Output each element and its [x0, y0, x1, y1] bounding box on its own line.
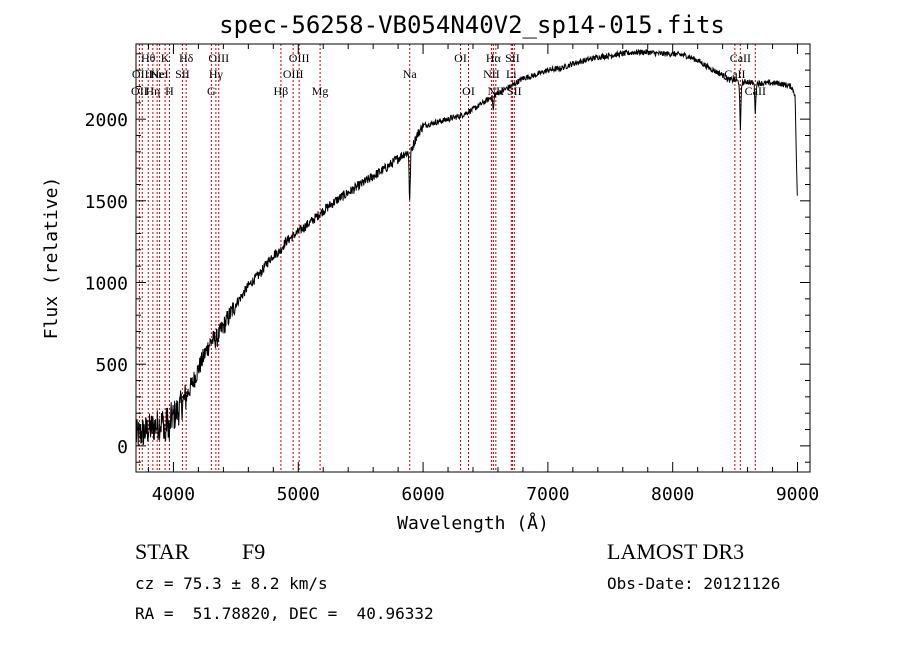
spectral-line-label: SII — [505, 51, 520, 65]
y-tick-label: 500 — [95, 355, 128, 376]
spectral-line-label: Na — [403, 67, 418, 81]
spectral-line-label: NII — [483, 67, 500, 81]
spectral-line-label: Hθ — [141, 51, 156, 65]
object-class: STAR — [135, 539, 190, 564]
spectral-line-label: OIII — [289, 51, 310, 65]
y-axis-title: Flux (relative) — [41, 177, 62, 340]
spectral-line-label: Hα — [486, 51, 502, 65]
spectrum-series-line — [135, 48, 798, 446]
spectral-line-label: SII — [175, 67, 190, 81]
x-tick-label: 8000 — [651, 484, 694, 505]
spectral-line-label: Hγ — [209, 67, 224, 81]
chart-title: spec-56258-VB054N40V2_sp14-015.fits — [219, 11, 725, 39]
spectral-line-label: Hβ — [274, 84, 289, 98]
spectral-line-label: NII — [488, 84, 505, 98]
redshift-velocity: cz = 75.3 ± 8.2 km/s — [135, 574, 328, 593]
spectral-line-label: OII — [131, 84, 148, 98]
spectral-line-label: Hη — [145, 84, 160, 98]
y-axis: 0 500 1000 1500 2000 — [85, 53, 810, 463]
spectral-line-label: CaII — [724, 67, 745, 81]
y-tick-label: 2000 — [85, 110, 128, 131]
spectral-line-label: OIII — [283, 67, 304, 81]
spectral-line-label: CaII — [745, 84, 766, 98]
spectral-line-label: H — [165, 84, 174, 98]
spectral-line-label: Hδ — [179, 51, 194, 65]
spectral-line-label: Ne — [150, 67, 164, 81]
spectral-line-labels: OIIOIIIHθHηNeHeIKHSIIHδGHγOIIIHβOIIIOIII… — [131, 51, 766, 98]
spectral-line-label: Mg — [312, 84, 329, 98]
spectral-line-label: OI — [462, 84, 475, 98]
x-tick-label: 9000 — [776, 484, 819, 505]
spectral-line-label: G — [207, 84, 216, 98]
spectral-line-label: K — [161, 51, 170, 65]
x-tick-label: 4000 — [152, 484, 195, 505]
x-axis-title: Wavelength (Å) — [397, 512, 549, 534]
y-tick-label: 1000 — [85, 274, 128, 295]
survey-name: LAMOST DR3 — [607, 539, 745, 564]
x-axis: 4000 5000 6000 7000 8000 9000 — [147, 44, 819, 505]
x-tick-label: 5000 — [277, 484, 320, 505]
y-tick-label: 0 — [117, 437, 128, 458]
x-tick-label: 6000 — [401, 484, 444, 505]
spectral-line-label: OI — [454, 51, 467, 65]
spectral-line-label: CaII — [730, 51, 751, 65]
y-tick-label: 1500 — [85, 192, 128, 213]
sky-coordinates: RA = 51.78820, DEC = 40.96332 — [135, 604, 434, 623]
observation-date: Obs-Date: 20121126 — [607, 574, 781, 593]
spectral-line-label: Li — [506, 67, 517, 81]
spectral-line-label: OIII — [208, 51, 229, 65]
spectral-line-markers — [138, 44, 756, 472]
x-tick-label: 7000 — [526, 484, 569, 505]
spectral-line-label: HeI — [151, 67, 169, 81]
spectral-subclass: F9 — [242, 539, 266, 564]
